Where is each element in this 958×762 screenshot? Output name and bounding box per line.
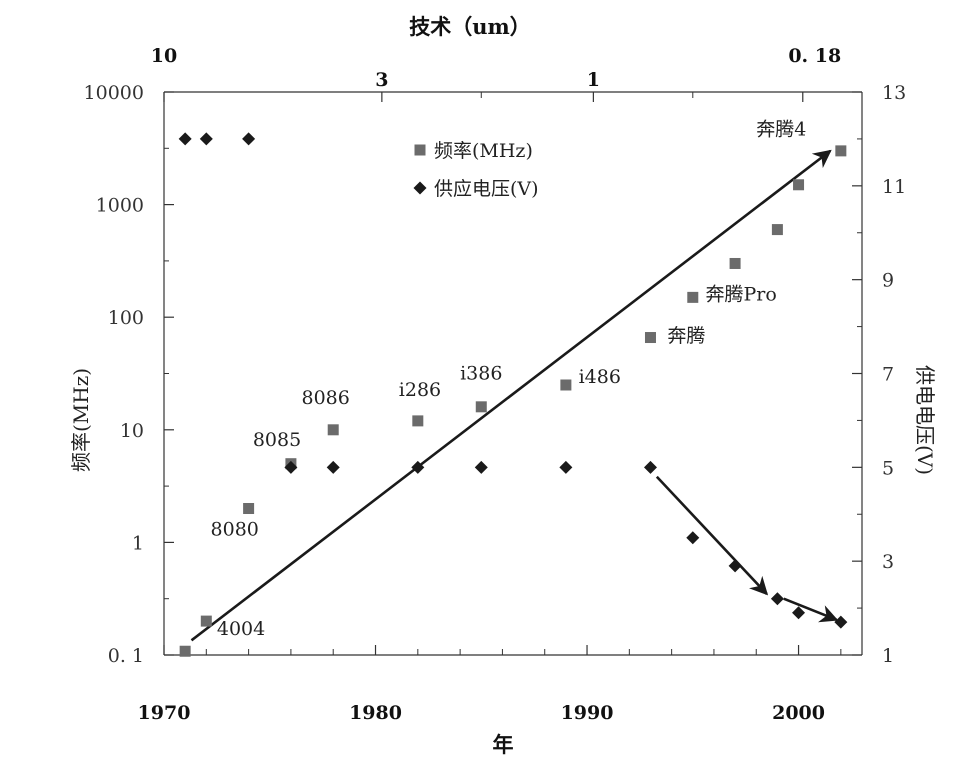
top-tick-label: 0. 18 <box>788 45 841 67</box>
legend-frequency-marker <box>414 144 426 156</box>
voltage-point <box>178 132 192 146</box>
processor-label: 奔腾4 <box>756 119 806 141</box>
voltage-point <box>643 460 657 474</box>
processor-label: 8086 <box>301 387 349 409</box>
top-tick-label: 10 <box>151 45 177 67</box>
processor-label: 奔腾Pro <box>705 284 776 306</box>
legend-label: 频率(MHz) <box>434 140 533 162</box>
x-tick-label: 1990 <box>561 702 614 724</box>
frequency-point <box>412 415 424 427</box>
processor-label: 奔腾 <box>667 325 705 347</box>
processor-label: i286 <box>399 379 441 401</box>
voltage-point <box>834 615 848 629</box>
right-tick-label: 13 <box>882 82 906 104</box>
top-tick-label: 3 <box>375 69 388 91</box>
left-tick-label: 10 <box>120 420 144 442</box>
frequency-point <box>475 401 487 413</box>
top-tick-label: 1 <box>587 69 600 91</box>
frequency-point <box>200 615 212 627</box>
left-tick-label: 1 <box>132 532 144 554</box>
left-axis-title: 频率(MHz) <box>69 368 93 472</box>
left-tick-label: 0. 1 <box>108 645 144 667</box>
voltage-point <box>326 460 340 474</box>
frequency-point <box>793 179 805 191</box>
frequency-point <box>560 379 572 391</box>
frequency-point <box>243 503 255 515</box>
voltage-point <box>770 592 784 606</box>
voltage-trend-1-line <box>655 475 769 596</box>
right-tick-label: 3 <box>882 551 894 573</box>
voltage-point <box>559 460 573 474</box>
right-tick-label: 5 <box>882 457 894 479</box>
top-axis-title: 技术（um） <box>409 14 531 39</box>
legend-label: 供应电压(V) <box>434 178 539 200</box>
frequency-point <box>327 424 339 436</box>
voltage-point <box>242 132 256 146</box>
right-tick-label: 1 <box>882 645 894 667</box>
processor-label: i386 <box>460 362 502 384</box>
voltage-point <box>474 460 488 474</box>
x-tick-label: 1970 <box>138 702 191 724</box>
right-tick-label: 7 <box>882 364 894 386</box>
legend-voltage-marker <box>413 181 427 195</box>
voltage-point <box>199 132 213 146</box>
voltage-point <box>411 460 425 474</box>
voltage-point <box>284 460 298 474</box>
frequency-point <box>644 332 656 344</box>
right-axis-title: 供电电压(V) <box>913 365 937 475</box>
processor-label: 8085 <box>253 429 301 451</box>
voltage-point <box>792 606 806 620</box>
x-tick-label: 1980 <box>349 702 402 724</box>
frequency-trend-line <box>190 149 832 642</box>
x-tick-label: 2000 <box>772 702 825 724</box>
processor-label: 8080 <box>211 519 259 541</box>
right-tick-label: 9 <box>882 270 894 292</box>
voltage-trend-2-line <box>783 597 839 623</box>
frequency-point <box>835 145 847 157</box>
left-tick-label: 10000 <box>84 82 144 104</box>
frequency-point <box>687 291 699 303</box>
frequency-point <box>771 224 783 236</box>
voltage-point <box>728 559 742 573</box>
voltage-point <box>686 531 700 545</box>
left-tick-label: 1000 <box>96 195 144 217</box>
right-tick-label: 11 <box>882 176 906 198</box>
x-axis-title: 年 <box>493 732 514 757</box>
left-tick-label: 100 <box>108 307 144 329</box>
frequency-point <box>179 645 191 657</box>
processor-label: 4004 <box>217 618 265 640</box>
frequency-point <box>729 257 741 269</box>
processor-label: i486 <box>579 366 621 388</box>
